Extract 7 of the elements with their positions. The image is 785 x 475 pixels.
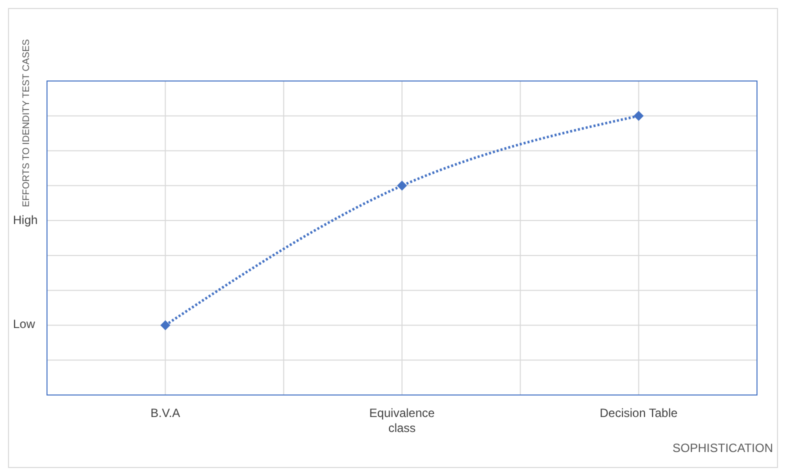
x-tick-label: B.V.A: [150, 406, 180, 420]
x-tick-label: Decision Table: [600, 406, 678, 420]
x-axis-title: SOPHISTICATION: [672, 441, 773, 455]
x-tick-label: Equivalence class: [369, 406, 436, 435]
text: Low: [13, 317, 36, 332]
text: High: [13, 212, 38, 227]
y-axis-title: EFFORTS TO IDENDITY TEST CASES: [21, 39, 32, 207]
